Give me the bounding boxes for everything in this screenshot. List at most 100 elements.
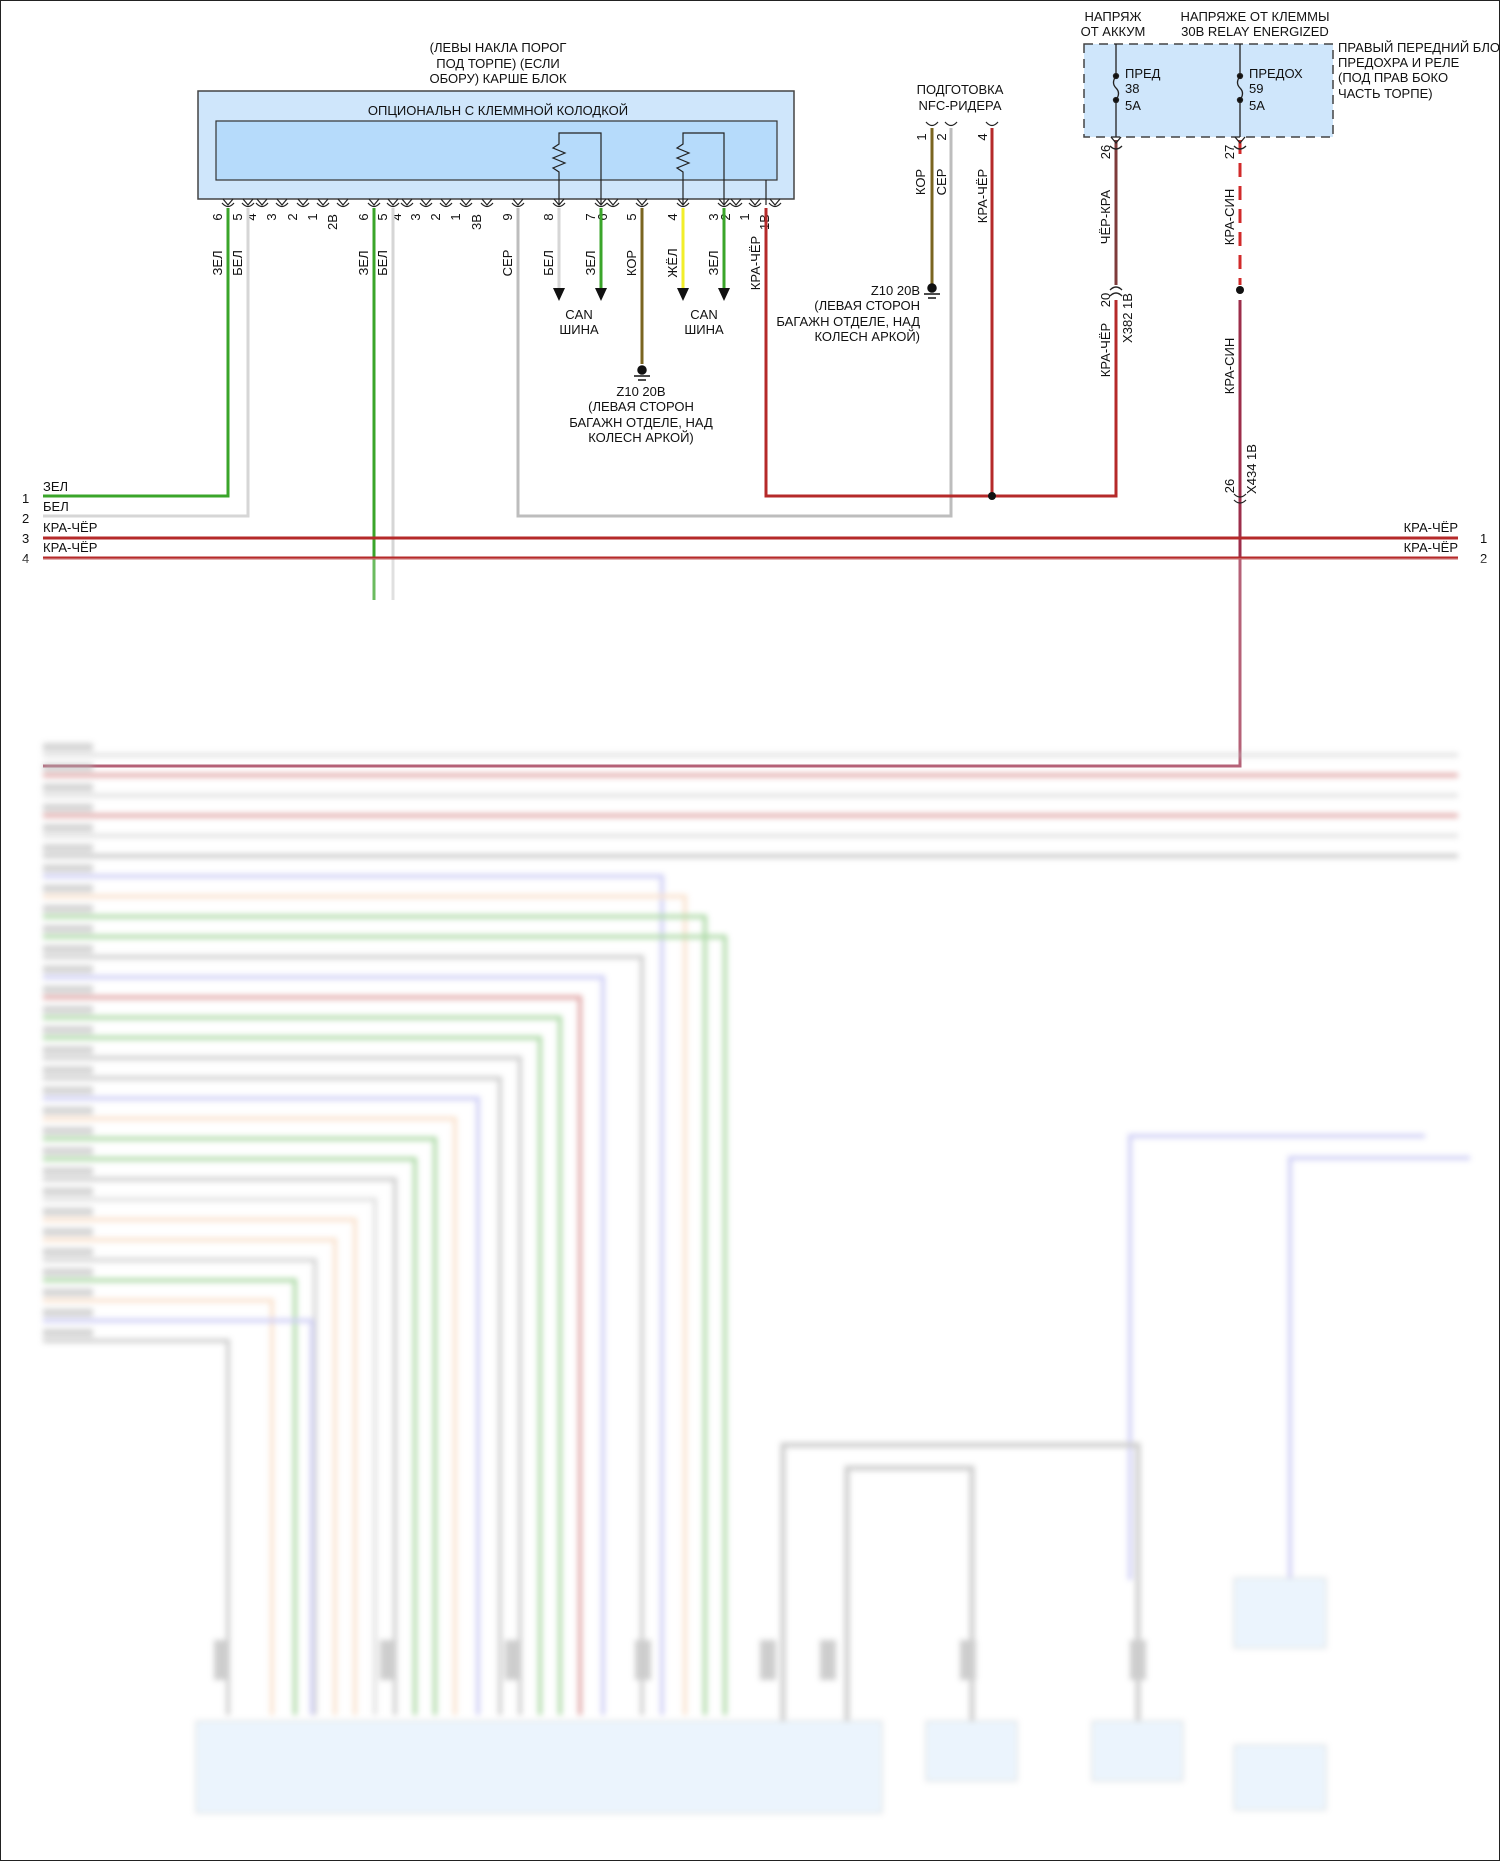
- pin-arrow-icon: [276, 198, 288, 206]
- pin-socket: [594, 202, 608, 208]
- module-pin-number: 2B: [325, 214, 340, 230]
- fuse-1-label: 5A: [1125, 98, 1141, 113]
- module-pin-number: 3: [408, 213, 423, 220]
- blurred-wire: [43, 1278, 297, 1715]
- connector-label: X382 1B: [1120, 293, 1135, 343]
- resistor-symbol: [551, 132, 725, 205]
- blurred-label: [43, 1308, 93, 1317]
- module-wire-label: ЗЕЛ: [583, 250, 598, 275]
- ground-2-label: КОЛЕСН АРКОЙ): [814, 329, 920, 344]
- pin-socket: [459, 202, 473, 208]
- module-location-1: (ЛЕВЫ НАКЛА ПОРОГ: [430, 40, 567, 55]
- blurred-wire: [43, 1076, 502, 1715]
- pin-arrow-icon: [481, 198, 493, 206]
- blurred-module: [195, 1720, 883, 1814]
- fuse-1-label: 38: [1125, 81, 1139, 96]
- module-pin-number: 5: [624, 213, 639, 220]
- pin-arrow-icon: [730, 198, 742, 206]
- fuse-box-location: ЧАСТЬ ТОРПЕ): [1338, 86, 1433, 101]
- pin-socket: [606, 202, 620, 208]
- blurred-wire: [43, 1056, 522, 1715]
- nfc-pin: 2: [934, 133, 949, 140]
- module-wire-label: ЖЁЛ: [665, 248, 680, 277]
- blurred-wire: [43, 1237, 337, 1715]
- can-arrow-icons: [553, 288, 730, 301]
- pin-socket: [717, 202, 731, 208]
- module-wire-label: ЗЕЛ: [706, 250, 721, 275]
- pin-arrow-icon: [749, 198, 761, 206]
- fuse-box-location: ПРАВЫЙ ПЕРЕДНИЙ БЛОК: [1338, 40, 1500, 55]
- blurred-wire: [43, 1035, 542, 1715]
- ground-2-label: (ЛЕВАЯ СТОРОН: [814, 298, 920, 313]
- pin-arrow-icon: [368, 198, 380, 206]
- fuse-pin: 26: [1098, 145, 1113, 159]
- pin-socket: [367, 202, 381, 208]
- can-bus-label: ШИНА: [559, 322, 599, 337]
- module-pin-number: 5: [230, 213, 245, 220]
- blurred-label: [43, 1106, 93, 1115]
- blurred-label: [43, 1207, 93, 1216]
- module-wire-label: БЕЛ: [541, 250, 556, 276]
- supply-label: НАПРЯЖ: [1084, 9, 1141, 24]
- wire-label: ЧЁР-КРА: [1098, 189, 1113, 244]
- module-title: ОПЦИОНАЛЬН С КЛЕММНОЙ КОЛОДКОЙ: [368, 103, 628, 118]
- pin-socket: [296, 202, 310, 208]
- pin-socket: [439, 202, 453, 208]
- blurred-wire: [43, 874, 664, 1715]
- pin-socket: [255, 202, 269, 208]
- blurred-label: [43, 844, 93, 852]
- module-pin-number: 6: [210, 213, 225, 220]
- module-pin-number: 6: [356, 213, 371, 220]
- connector-pin: 20: [1098, 293, 1113, 307]
- row-label: КРА-ЧЁР: [43, 520, 97, 535]
- blurred-label: [43, 763, 93, 772]
- wire-red-blue: [43, 300, 1242, 768]
- blurred-label: [43, 1288, 93, 1297]
- pin-arrow-icon: [337, 198, 349, 206]
- blurred-label: [43, 1126, 93, 1135]
- module-location-2: ПОД ТОРПЕ) (ЕСЛИ: [436, 56, 560, 71]
- row-label: КРА-ЧЁР: [43, 540, 97, 555]
- blurred-label: [43, 783, 93, 792]
- fuse-box: [1083, 43, 1334, 138]
- pin-arrow-icon: [553, 198, 565, 206]
- nfc-wire-label: СЕР: [934, 169, 949, 196]
- module-wire-label: ЗЕЛ: [356, 250, 371, 275]
- pin-arrow-icon: [636, 198, 648, 206]
- module-location-3: ОБОРУ) КАРШЕ БЛОК: [429, 71, 566, 86]
- blurred-wire: [43, 894, 687, 1715]
- pin-arrow-icon: [769, 198, 781, 206]
- blurred-wire: [43, 995, 582, 1715]
- module-pin-number: 2: [285, 213, 300, 220]
- blurred-wire: [43, 1298, 274, 1715]
- ground-1-label: Z10 20B: [616, 384, 665, 399]
- module-pin-number: 3: [264, 213, 279, 220]
- module-pin-number: 3: [706, 213, 721, 220]
- blurred-label: [43, 1005, 93, 1014]
- pin-socket: [480, 202, 494, 208]
- blurred-label: [43, 1328, 93, 1337]
- pin-arrow-icon: [595, 198, 607, 206]
- pin-socket: [241, 202, 255, 208]
- pin-socket: [768, 202, 782, 208]
- blurred-label: [43, 1147, 93, 1155]
- pin-arrow-icon: [440, 198, 452, 206]
- wire-green-1: [43, 208, 230, 498]
- pin-socket: [221, 202, 235, 208]
- row-number: 4: [22, 551, 29, 566]
- row-number: 2: [22, 511, 29, 526]
- blurred-wire: [43, 914, 707, 1715]
- blurred-label: [43, 1046, 93, 1054]
- blurred-wire: [43, 1015, 562, 1715]
- pin-arrow-icon: [512, 198, 524, 206]
- module-wire-label: КРА-ЧЁР: [748, 236, 763, 290]
- blurred-label: [43, 803, 93, 812]
- can-bus-label: CAN: [690, 307, 717, 322]
- wire-red-nfc: [990, 128, 1118, 498]
- module-pin-number: 2: [428, 213, 443, 220]
- blurred-wire: [43, 1116, 457, 1715]
- blurred-label: [43, 965, 93, 974]
- row-number: 2: [1480, 551, 1487, 566]
- pin-socket: [400, 202, 414, 208]
